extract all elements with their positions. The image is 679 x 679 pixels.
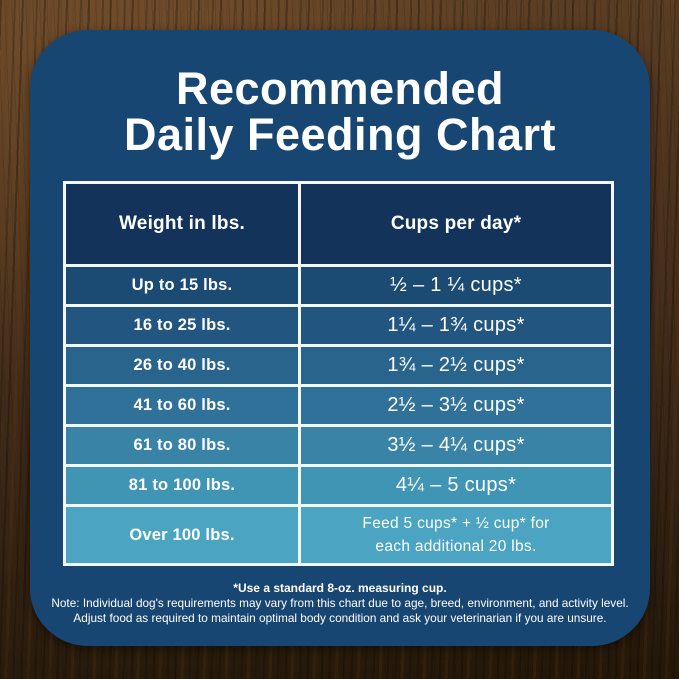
table-row-weight: Over 100 lbs. xyxy=(66,507,298,563)
table-row-weight: 41 to 60 lbs. xyxy=(66,387,298,424)
table-row-weight: 81 to 100 lbs. xyxy=(66,467,298,504)
page-title: Recommended Daily Feeding Chart xyxy=(30,66,650,158)
table-row-weight: Up to 15 lbs. xyxy=(66,267,298,304)
table-row-weight: 26 to 40 lbs. xyxy=(66,347,298,384)
table-row-cups: 1¼ – 1¾ cups* xyxy=(301,307,611,344)
feeding-table: Weight in lbs. Cups per day* Up to 15 lb… xyxy=(63,181,614,566)
table-row-weight: 61 to 80 lbs. xyxy=(66,427,298,464)
table-row-cups: ½ – 1 ¼ cups* xyxy=(301,267,611,304)
table-row-cups: 1¾ – 2½ cups* xyxy=(301,347,611,384)
title-line-2: Daily Feeding Chart xyxy=(123,109,557,160)
table-row-weight: 16 to 25 lbs. xyxy=(66,307,298,344)
table-row-cups: Feed 5 cups* + ½ cup* for each additiona… xyxy=(301,507,611,563)
table-row-cups: 4¼ – 5 cups* xyxy=(301,467,611,504)
measuring-cup-note: *Use a standard 8-oz. measuring cup. xyxy=(233,581,447,595)
feeding-chart-card: Recommended Daily Feeding Chart Weight i… xyxy=(30,30,650,646)
table-row-cups: 2½ – 3½ cups* xyxy=(301,387,611,424)
title-line-1: Recommended xyxy=(175,63,505,114)
note-line-1: Note: Individual dog's requirements may … xyxy=(51,596,629,610)
column-header-cups: Cups per day* xyxy=(301,184,611,264)
note-line-2: Adjust food as required to maintain opti… xyxy=(73,610,607,625)
column-header-weight: Weight in lbs. xyxy=(66,184,298,264)
table-row-cups: 3½ – 4¼ cups* xyxy=(301,427,611,464)
footnotes: *Use a standard 8-oz. measuring cup. Not… xyxy=(30,581,650,625)
